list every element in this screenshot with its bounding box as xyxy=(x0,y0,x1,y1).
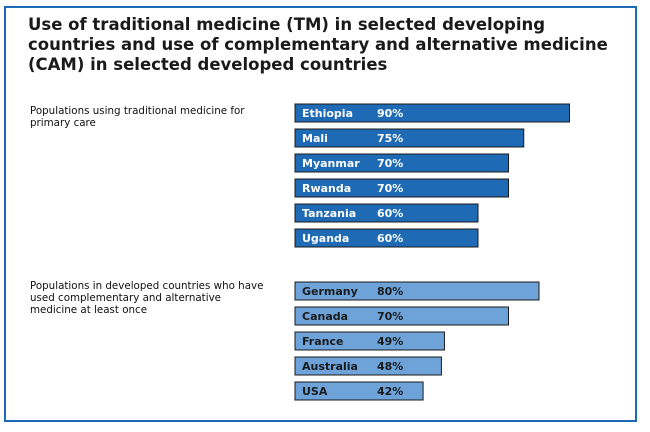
category-label-mali: Mali xyxy=(302,132,328,145)
cam-section-label: Populations in developed countries who h… xyxy=(30,280,264,316)
category-label-usa: USA xyxy=(302,385,328,398)
bar-cam-germany xyxy=(294,281,540,301)
value-label-canada: 70% xyxy=(377,310,403,323)
bar-tm-uganda xyxy=(294,228,479,248)
bar-cam-australia xyxy=(294,356,442,376)
category-label-myanmar: Myanmar xyxy=(302,157,360,170)
value-label-mali: 75% xyxy=(377,132,403,145)
value-label-ethiopia: 90% xyxy=(377,107,403,120)
category-label-uganda: Uganda xyxy=(302,232,349,245)
category-label-france: France xyxy=(302,335,343,348)
bar-tm-ethiopia xyxy=(294,103,570,123)
bar-tm-tanzania xyxy=(294,203,479,223)
category-label-rwanda: Rwanda xyxy=(302,182,351,195)
value-label-germany: 80% xyxy=(377,285,403,298)
category-label-canada: Canada xyxy=(302,310,348,323)
value-label-uganda: 60% xyxy=(377,232,403,245)
bar-tm-rwanda xyxy=(294,178,509,198)
value-label-australia: 48% xyxy=(377,360,403,373)
bar-cam-france xyxy=(294,331,445,351)
category-label-ethiopia: Ethiopia xyxy=(302,107,353,120)
tm-section-label: Populations using traditional medicine f… xyxy=(30,105,245,129)
category-label-germany: Germany xyxy=(302,285,358,298)
category-label-tanzania: Tanzania xyxy=(302,207,356,220)
value-label-usa: 42% xyxy=(377,385,403,398)
category-label-australia: Australia xyxy=(302,360,358,373)
bar-tm-mali xyxy=(294,128,525,148)
bar-cam-canada xyxy=(294,306,509,326)
bar-tm-myanmar xyxy=(294,153,509,173)
value-label-rwanda: 70% xyxy=(377,182,403,195)
bar-cam-usa xyxy=(294,381,424,401)
value-label-tanzania: 60% xyxy=(377,207,403,220)
value-label-myanmar: 70% xyxy=(377,157,403,170)
value-label-france: 49% xyxy=(377,335,403,348)
chart-title: Use of traditional medicine (TM) in sele… xyxy=(28,15,608,74)
